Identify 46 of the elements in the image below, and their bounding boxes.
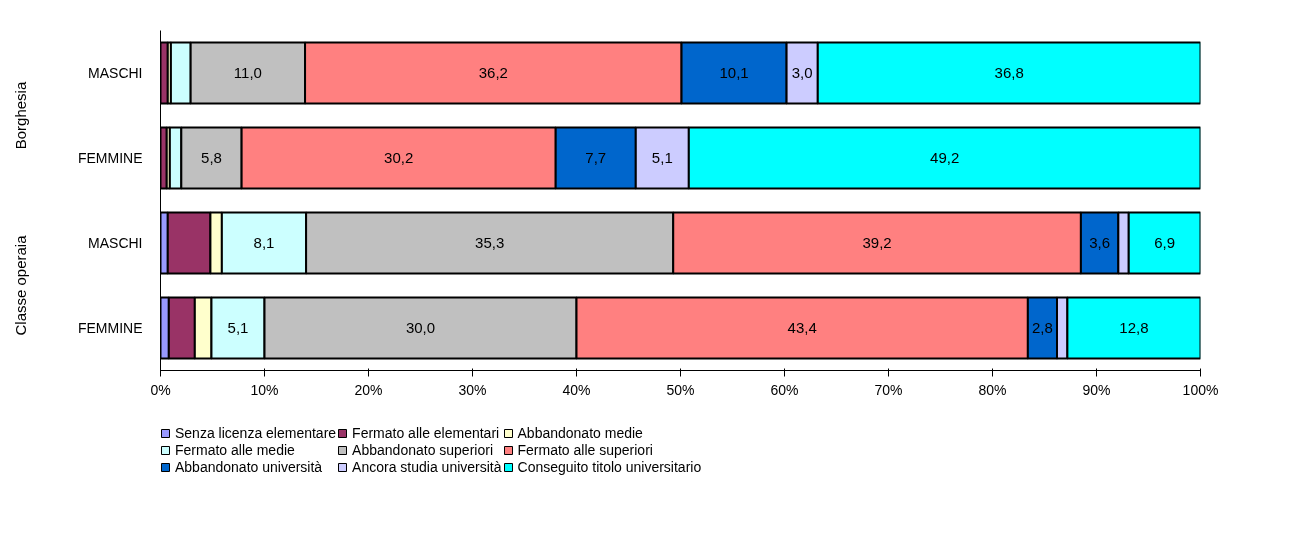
legend-label: Abbandonato università [175, 459, 323, 475]
data-label: 5,1 [227, 319, 249, 336]
y-tick-label: MASCHI [88, 235, 143, 251]
x-tick-label: 60% [770, 381, 799, 398]
data-label: 43,4 [787, 319, 817, 336]
data-label: 5,8 [201, 149, 222, 166]
data-label: 7,7 [585, 149, 607, 166]
x-tick-label: 70% [874, 381, 903, 398]
x-tick-label: 80% [978, 381, 1007, 398]
x-tick-label: 30% [458, 381, 487, 398]
legend-label: Fermato alle medie [175, 442, 295, 458]
data-label: 11,0 [233, 64, 262, 81]
legend-label: Ancora studia università [352, 459, 502, 475]
data-label: 10,1 [719, 64, 749, 81]
data-label: 35,3 [475, 234, 505, 251]
data-label: 8,1 [253, 234, 275, 251]
data-label: 6,9 [1154, 234, 1176, 251]
y-tick-label: FEMMINE [77, 150, 143, 166]
data-label: 30,0 [405, 319, 436, 336]
data-label: 36,8 [994, 64, 1024, 81]
x-tick-label: 100% [1182, 381, 1219, 398]
y-tick-label: MASCHI [88, 65, 143, 81]
legend-label: Abbandonato medie [517, 425, 643, 441]
y-tick-label: FEMMINE [77, 320, 143, 336]
data-label: 36,2 [478, 64, 508, 81]
data-label: 30,2 [384, 149, 414, 166]
data-label: 2,8 [1031, 319, 1053, 336]
text: Borghesia [12, 81, 29, 150]
data-label: 5,1 [651, 149, 673, 166]
legend-label: Conseguito titolo universitario [517, 459, 702, 475]
x-tick-label: 10% [250, 381, 279, 398]
x-tick-label: 50% [666, 381, 695, 398]
text: Classe operaia [12, 234, 29, 336]
legend-label: Fermato alle superiori [517, 442, 653, 458]
data-label: 39,2 [862, 234, 892, 251]
data-label: 3,6 [1089, 234, 1111, 251]
legend-label: Abbandonato superiori [352, 442, 493, 458]
x-tick-label: 90% [1082, 381, 1111, 398]
legend-label: Senza licenza elementare [175, 425, 337, 441]
data-label: 49,2 [930, 149, 960, 166]
data-label: 3,0 [791, 64, 813, 81]
legend-label: Fermato alle elementari [352, 425, 500, 441]
x-tick-label: 40% [562, 381, 591, 398]
x-tick-label: 20% [354, 381, 383, 398]
x-tick-label: 0% [150, 381, 171, 398]
data-label: 12,8 [1119, 319, 1149, 336]
